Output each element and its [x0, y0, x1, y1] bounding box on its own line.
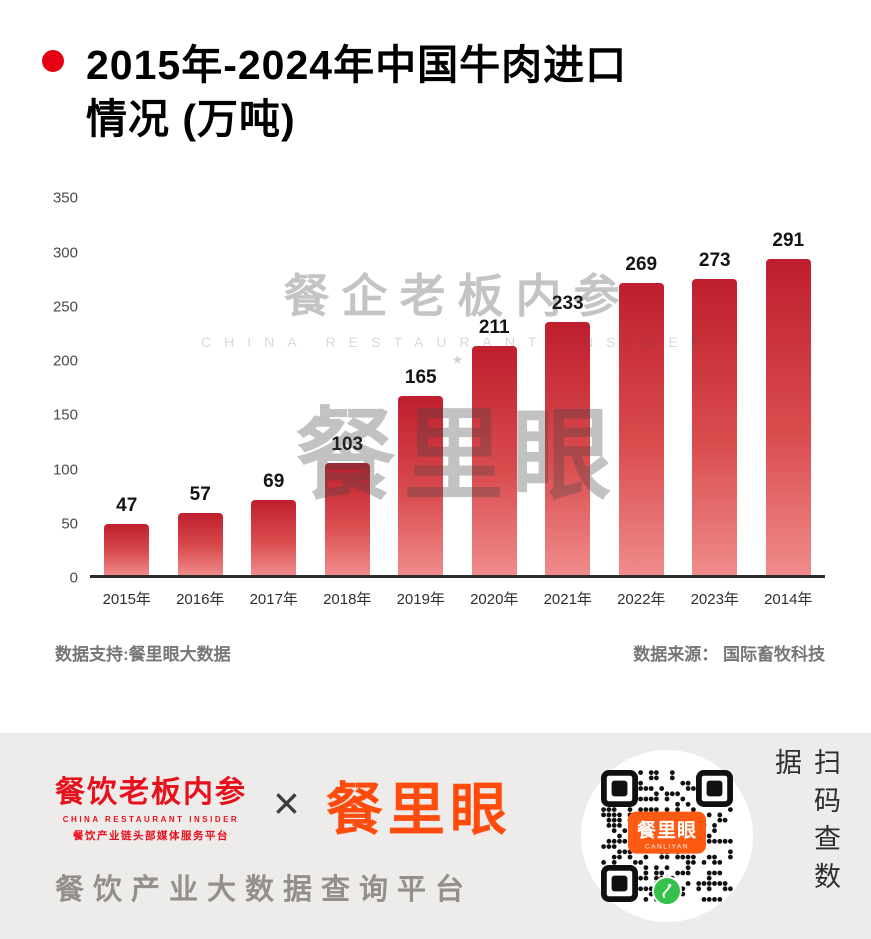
y-axis: 0 50 100 150 200 250 300 350	[0, 190, 78, 587]
x-axis-label: 2021年	[543, 591, 592, 609]
qr-center-badge: 餐里眼 CANLIYAN	[627, 811, 707, 854]
bar	[471, 346, 517, 576]
bar-slot: 103 2018年	[311, 198, 385, 608]
bar-chart: 0 50 100 150 200 250 300 350 47 2015年 57 2016年 69 20…	[0, 190, 871, 608]
x-axis-label: 2020年	[470, 591, 519, 609]
cri-logo: 餐饮老板内参 CHINA RESTAURANT INSIDER 餐饮产业链头部媒…	[55, 767, 247, 843]
bar-slot: 69 2017年	[237, 198, 311, 608]
footer-tagline: 餐饮产业大数据查询平台	[55, 874, 474, 906]
x-axis-label: 2015年	[102, 591, 151, 609]
bar-slot: 165 2019年	[384, 198, 458, 608]
bar-value-label: 211	[478, 317, 510, 339]
qr-code: 餐里眼 CANLIYAN	[581, 750, 753, 922]
bar-value-label: 233	[551, 293, 584, 315]
qr-brand-label: 餐里眼	[636, 820, 698, 842]
title-line-1: 2015年-2024年中国牛肉进口	[86, 42, 628, 88]
bar-slot: 211 2020年	[458, 198, 532, 608]
scan-hint: 扫码查数据	[771, 748, 840, 900]
bar	[177, 513, 223, 576]
bar	[618, 283, 664, 576]
bar-slot: 47 2015年	[90, 198, 164, 608]
bar-slot: 273 2023年	[678, 198, 752, 608]
header: 2015年-2024年中国牛肉进口 情况 (万吨)	[0, 0, 871, 146]
footer-right: 餐里眼 CANLIYAN 扫码查数据	[581, 748, 845, 924]
x-axis-label: 2014年	[764, 591, 813, 609]
y-axis-tick-label: 200	[52, 352, 78, 370]
x-axis-label: 2018年	[323, 591, 372, 609]
bar	[398, 396, 444, 576]
data-source-note: 数据来源： 国际畜牧科技	[633, 645, 825, 665]
footnotes: 数据支持:餐里眼大数据 数据来源： 国际畜牧科技	[55, 640, 825, 665]
y-axis-tick-label: 300	[52, 244, 78, 262]
y-axis-tick-label: 0	[69, 569, 78, 587]
bar	[692, 278, 738, 576]
multiply-sign: ×	[273, 777, 300, 829]
qr-green-logo-icon	[652, 876, 682, 906]
canliyan-brand: 餐里眼	[325, 778, 512, 842]
bar-value-label: 47	[116, 495, 138, 517]
bar-value-label: 269	[625, 254, 658, 276]
cri-logo-subtitle: CHINA RESTAURANT INSIDER	[62, 815, 240, 824]
cri-logo-tagline: 餐饮产业链头部媒体服务平台	[73, 830, 229, 842]
bar	[765, 259, 811, 576]
x-axis-label: 2022年	[617, 591, 666, 609]
x-axis-label: 2016年	[176, 591, 225, 609]
bar-value-label: 291	[772, 230, 805, 252]
y-axis-tick-label: 50	[61, 515, 78, 533]
bar	[324, 463, 370, 576]
plot-area: 47 2015年 57 2016年 69 2017年 103 2018年 165 2019年 211…	[90, 198, 826, 608]
y-axis-tick-label: 250	[52, 298, 78, 316]
footer: 餐饮老板内参 CHINA RESTAURANT INSIDER 餐饮产业链头部媒…	[0, 733, 871, 939]
bar	[104, 524, 150, 576]
bar-value-label: 273	[698, 249, 731, 271]
bar	[251, 500, 297, 576]
bar-value-label: 165	[404, 367, 437, 389]
title-line-2: 情况 (万吨)	[86, 96, 296, 143]
bar-value-label: 69	[263, 471, 285, 493]
ring-icon	[42, 50, 64, 72]
y-axis-tick-label: 100	[52, 461, 78, 479]
bar-slot: 269 2022年	[605, 198, 679, 608]
bar-slot: 57 2016年	[164, 198, 238, 608]
brand-row: 餐饮老板内参 CHINA RESTAURANT INSIDER 餐饮产业链头部媒…	[55, 764, 581, 846]
x-axis-label: 2017年	[249, 591, 298, 609]
x-axis-label: 2023年	[690, 591, 739, 609]
x-axis-label: 2019年	[396, 591, 445, 609]
qr-brand-sublabel: CANLIYAN	[644, 843, 690, 851]
bar-slot: 291 2014年	[752, 198, 826, 608]
bar-value-label: 103	[331, 434, 364, 456]
cri-logo-name: 餐饮老板内参	[55, 776, 247, 809]
y-axis-tick-label: 150	[52, 406, 78, 424]
footer-left: 餐饮老板内参 CHINA RESTAURANT INSIDER 餐饮产业链头部媒…	[55, 764, 581, 908]
bar	[545, 322, 591, 576]
bar-value-label: 57	[189, 484, 211, 506]
bar-slot: 233 2021年	[531, 198, 605, 608]
page-title: 2015年-2024年中国牛肉进口 情况 (万吨)	[86, 38, 627, 146]
data-support-note: 数据支持:餐里眼大数据	[55, 645, 231, 665]
y-axis-tick-label: 350	[52, 189, 78, 207]
